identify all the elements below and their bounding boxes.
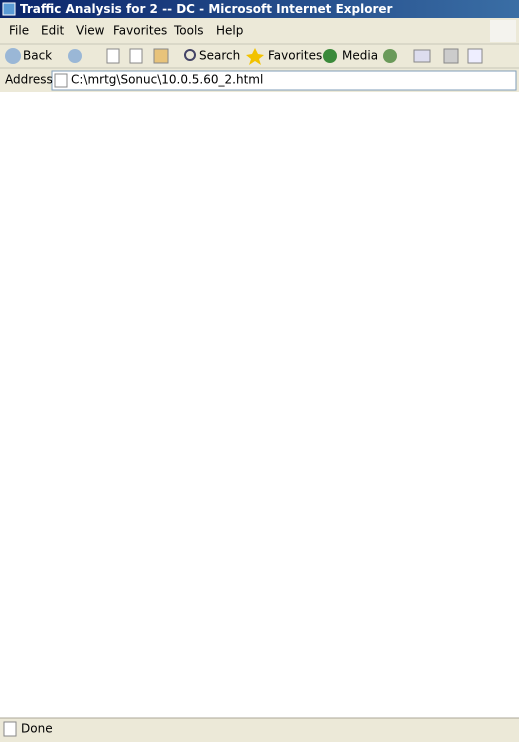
forward-icon[interactable] xyxy=(68,49,82,63)
edit-icon[interactable] xyxy=(467,48,483,64)
address-url[interactable]: C:\mrtg\Sonuc\10.0.5.60_2.html xyxy=(71,73,263,87)
menu-item[interactable]: Tools xyxy=(173,24,204,38)
toolbar-button[interactable]: Search xyxy=(199,49,240,63)
throbber xyxy=(490,20,516,42)
favorites-icon[interactable] xyxy=(246,48,264,65)
mail-icon[interactable] xyxy=(413,49,431,63)
print-icon[interactable] xyxy=(443,48,459,64)
menu-item[interactable]: Favorites xyxy=(113,24,167,38)
address-field[interactable] xyxy=(51,70,517,91)
window-title: Traffic Analysis for 2 -- DC - Microsoft… xyxy=(20,2,393,16)
refresh-icon[interactable] xyxy=(129,48,143,64)
media-icon[interactable] xyxy=(323,49,337,63)
ie-icon xyxy=(2,2,16,16)
page-icon xyxy=(54,73,68,88)
menu-item[interactable]: Help xyxy=(216,24,243,38)
menu-item[interactable]: Edit xyxy=(41,24,65,38)
search-icon[interactable] xyxy=(184,49,196,61)
menu-item[interactable]: File xyxy=(9,24,29,38)
status-icon xyxy=(3,721,17,737)
toolbar-icons xyxy=(5,48,483,65)
stop-icon[interactable] xyxy=(106,48,120,64)
status-bar xyxy=(0,718,519,742)
status-text: Done xyxy=(21,722,53,736)
title-bar xyxy=(0,0,519,18)
content-area xyxy=(0,92,519,718)
home-icon[interactable] xyxy=(153,48,169,64)
toolbar-button[interactable]: Media xyxy=(342,49,378,63)
menu-item[interactable]: View xyxy=(76,24,105,38)
history-icon[interactable] xyxy=(383,49,397,63)
toolbar-button[interactable]: Favorites xyxy=(268,49,322,63)
back-icon[interactable] xyxy=(5,48,21,64)
toolbar-button[interactable]: Back xyxy=(23,49,52,63)
address-label: Address xyxy=(5,73,53,87)
